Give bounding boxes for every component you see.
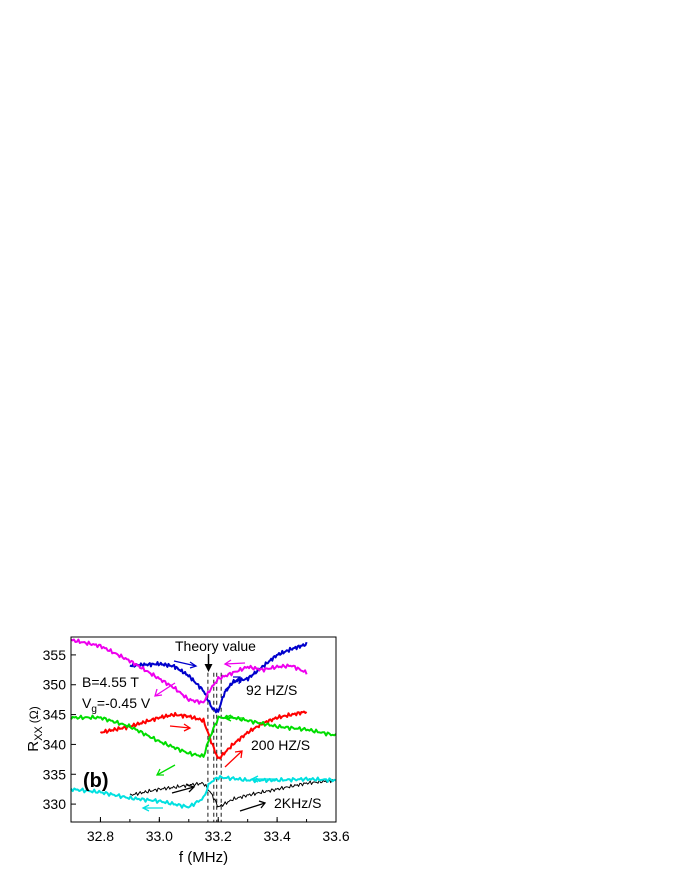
series-line bbox=[70, 714, 337, 758]
series-line bbox=[70, 638, 308, 705]
rate-2k-label: 2KHz/S bbox=[274, 795, 321, 811]
dashed-guide-lines bbox=[207, 672, 222, 822]
y-tick-label: 335 bbox=[43, 766, 67, 782]
arrow-magenta-left bbox=[223, 659, 246, 668]
series-line bbox=[70, 775, 337, 809]
series-line bbox=[99, 710, 308, 760]
arrow-black-right bbox=[171, 784, 196, 794]
x-tick-label: 33.2 bbox=[205, 828, 232, 844]
panel-label: (b) bbox=[83, 770, 109, 792]
y-tick-label: 345 bbox=[43, 707, 67, 723]
y-axis-title: RXX(Ω) bbox=[25, 706, 45, 752]
y-tick-label: 330 bbox=[43, 796, 67, 812]
axis-ticks: 32.8 33.0 33.2 33.4 33.6 330 335 340 345 350 355 bbox=[43, 647, 350, 844]
series-line bbox=[129, 641, 308, 714]
arrow-red-up-right bbox=[224, 750, 243, 768]
arrow-blue-right bbox=[173, 660, 198, 669]
rate-200-label: 200 HZ/S bbox=[251, 737, 310, 753]
x-tick-label: 33.4 bbox=[263, 828, 290, 844]
x-tick-label: 33.0 bbox=[146, 828, 173, 844]
y-tick-label: 350 bbox=[43, 677, 67, 693]
arrow-cyan-down-left bbox=[141, 804, 163, 812]
x-tick-label: 32.8 bbox=[87, 828, 114, 844]
field-label: B=4.55 T bbox=[82, 674, 139, 690]
theory-arrow-head bbox=[204, 664, 213, 672]
x-axis-title: f (MHz) bbox=[179, 849, 228, 866]
plot-frame bbox=[70, 636, 337, 823]
arrow-black-up-right bbox=[239, 800, 267, 812]
x-tick-label: 33.6 bbox=[322, 828, 349, 844]
y-tick-label: 355 bbox=[43, 647, 67, 663]
y-tick-label: 340 bbox=[43, 736, 67, 752]
arrow-red-right bbox=[169, 723, 192, 732]
gate-voltage-label: Vg=-0.45 V bbox=[82, 695, 151, 715]
arrow-magenta-down-left bbox=[154, 682, 176, 697]
arrow-cyan-left bbox=[250, 775, 276, 783]
arrow-green-down-left bbox=[155, 764, 176, 776]
theory-value-label: Theory value bbox=[175, 638, 256, 654]
arrow-blue-up-right bbox=[224, 676, 241, 691]
rate-92-label: 92 HZ/S bbox=[246, 682, 297, 698]
series-layer bbox=[70, 638, 337, 809]
arrow-green-left bbox=[223, 714, 244, 722]
series-line bbox=[129, 779, 337, 808]
